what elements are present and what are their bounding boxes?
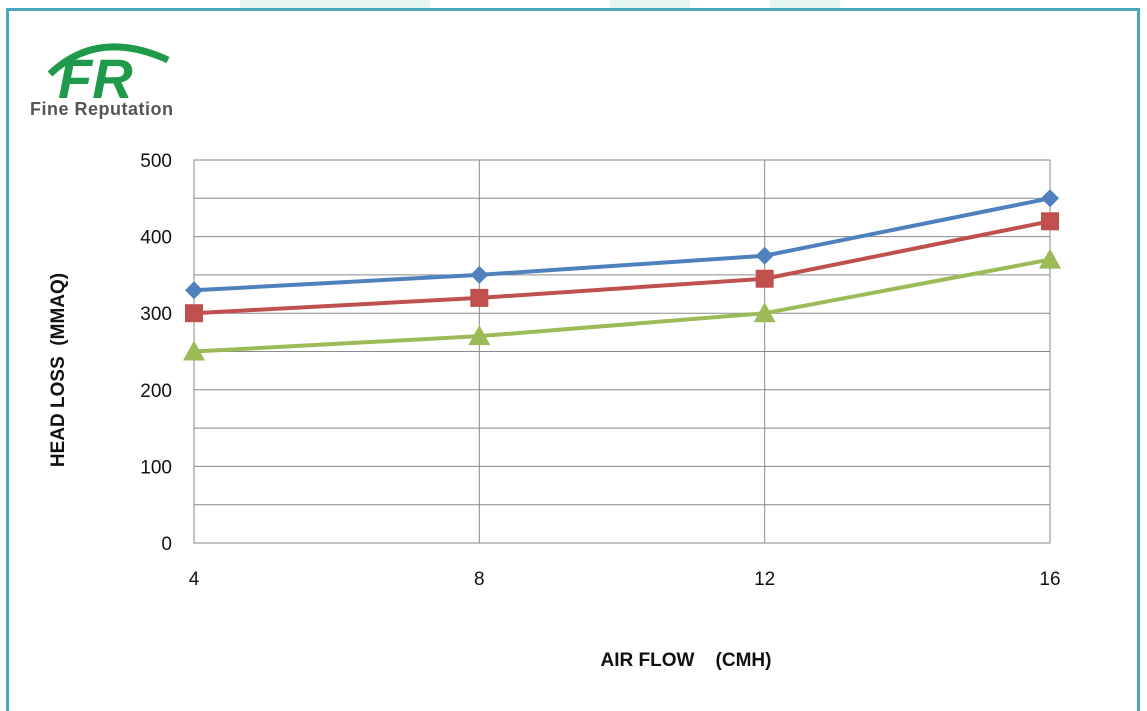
y-tick-labels: 0 100 200 300 400 500	[140, 151, 172, 555]
data-point-triangle	[468, 325, 491, 346]
y-tick-label: 400	[140, 228, 172, 249]
y-tick-label: 500	[140, 151, 172, 172]
data-point-triangle	[183, 340, 205, 361]
data-point-triangle	[753, 302, 776, 323]
y-tick-label: 100	[140, 457, 172, 478]
top-decoration	[770, 0, 840, 8]
data-point-square	[185, 304, 203, 323]
data-point-diamond	[185, 281, 203, 300]
y-axis-title: HEAD LOSS (MMAQ)	[48, 273, 69, 467]
x-tick-label: 12	[754, 569, 775, 590]
x-axis-title: AIR FLOW (CMH)	[601, 650, 772, 671]
top-decoration	[610, 0, 690, 8]
chart-grid	[193, 159, 1051, 544]
y-tick-label: 0	[161, 534, 172, 555]
x-tick-label: 16	[1039, 569, 1060, 590]
svg-text:FR: FR	[58, 47, 133, 110]
data-point-diamond	[755, 246, 774, 265]
y-tick-label: 300	[140, 304, 172, 325]
data-point-diamond	[1041, 189, 1059, 208]
x-tick-label: 4	[189, 569, 200, 590]
data-point-square	[755, 269, 774, 288]
logo-text: Fine Reputation	[30, 99, 174, 119]
fine-reputation-logo: FR	[47, 43, 170, 110]
chart-series	[183, 189, 1061, 361]
series-line-1	[193, 196, 1051, 293]
top-decoration	[240, 0, 430, 8]
x-tick-label: 8	[474, 569, 485, 590]
data-point-square	[470, 288, 489, 307]
y-tick-label: 200	[140, 381, 172, 402]
data-point-diamond	[470, 265, 489, 284]
series-line-3	[193, 257, 1051, 354]
series-line-2	[193, 219, 1051, 316]
data-point-triangle	[1039, 248, 1061, 269]
data-point-square	[1041, 212, 1059, 231]
x-tick-labels: 4 8 12 16	[189, 569, 1061, 590]
